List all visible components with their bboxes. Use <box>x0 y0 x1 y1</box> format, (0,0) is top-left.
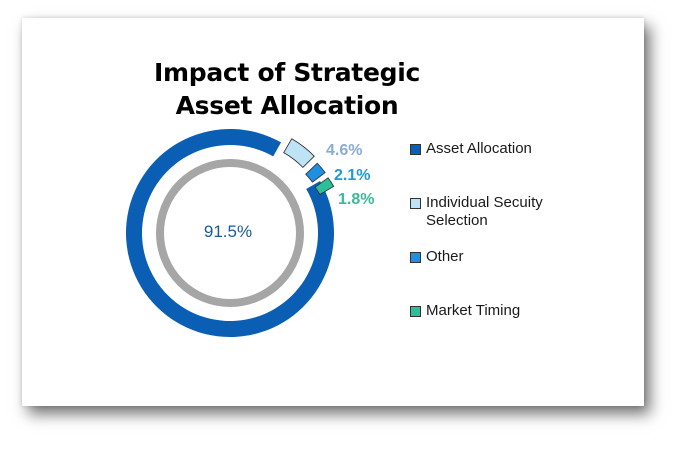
legend-label-market-timing: Market Timing <box>426 302 521 319</box>
legend-item-other: Other <box>410 248 576 266</box>
legend-label-individual-security-selection: Individual Secuity Selection <box>426 194 543 229</box>
data-label-asset-allocation: 91.5% <box>204 222 252 241</box>
data-label-other: 2.1% <box>334 167 370 184</box>
data-label-individual-security-selection: 4.6% <box>326 142 362 159</box>
legend-swatch-other <box>410 252 421 263</box>
slice-individual-security-selection <box>283 138 315 168</box>
legend-swatch-individual-security-selection <box>410 198 421 209</box>
data-label-market-timing: 1.8% <box>338 191 374 208</box>
slice-other <box>305 162 326 183</box>
donut-chart: 91.5% 4.6% 2.1% 1.8% <box>126 129 374 337</box>
chart-title: Impact of Strategic Asset Allocation <box>154 58 420 120</box>
chart-card: Impact of Strategic Asset Allocation 91.… <box>22 18 644 406</box>
inner-ring <box>156 159 304 307</box>
legend-swatch-market-timing <box>410 306 421 317</box>
legend-item-market-timing: Market Timing <box>410 302 576 320</box>
slice-market-timing <box>314 177 335 196</box>
legend-label-other: Other <box>426 248 464 265</box>
legend-item-asset-allocation: Asset Allocation <box>410 140 576 158</box>
legend-item-individual-security-selection: Individual Secuity Selection <box>410 194 576 230</box>
legend-label-asset-allocation: Asset Allocation <box>426 140 532 157</box>
legend-swatch-asset-allocation <box>410 144 421 155</box>
